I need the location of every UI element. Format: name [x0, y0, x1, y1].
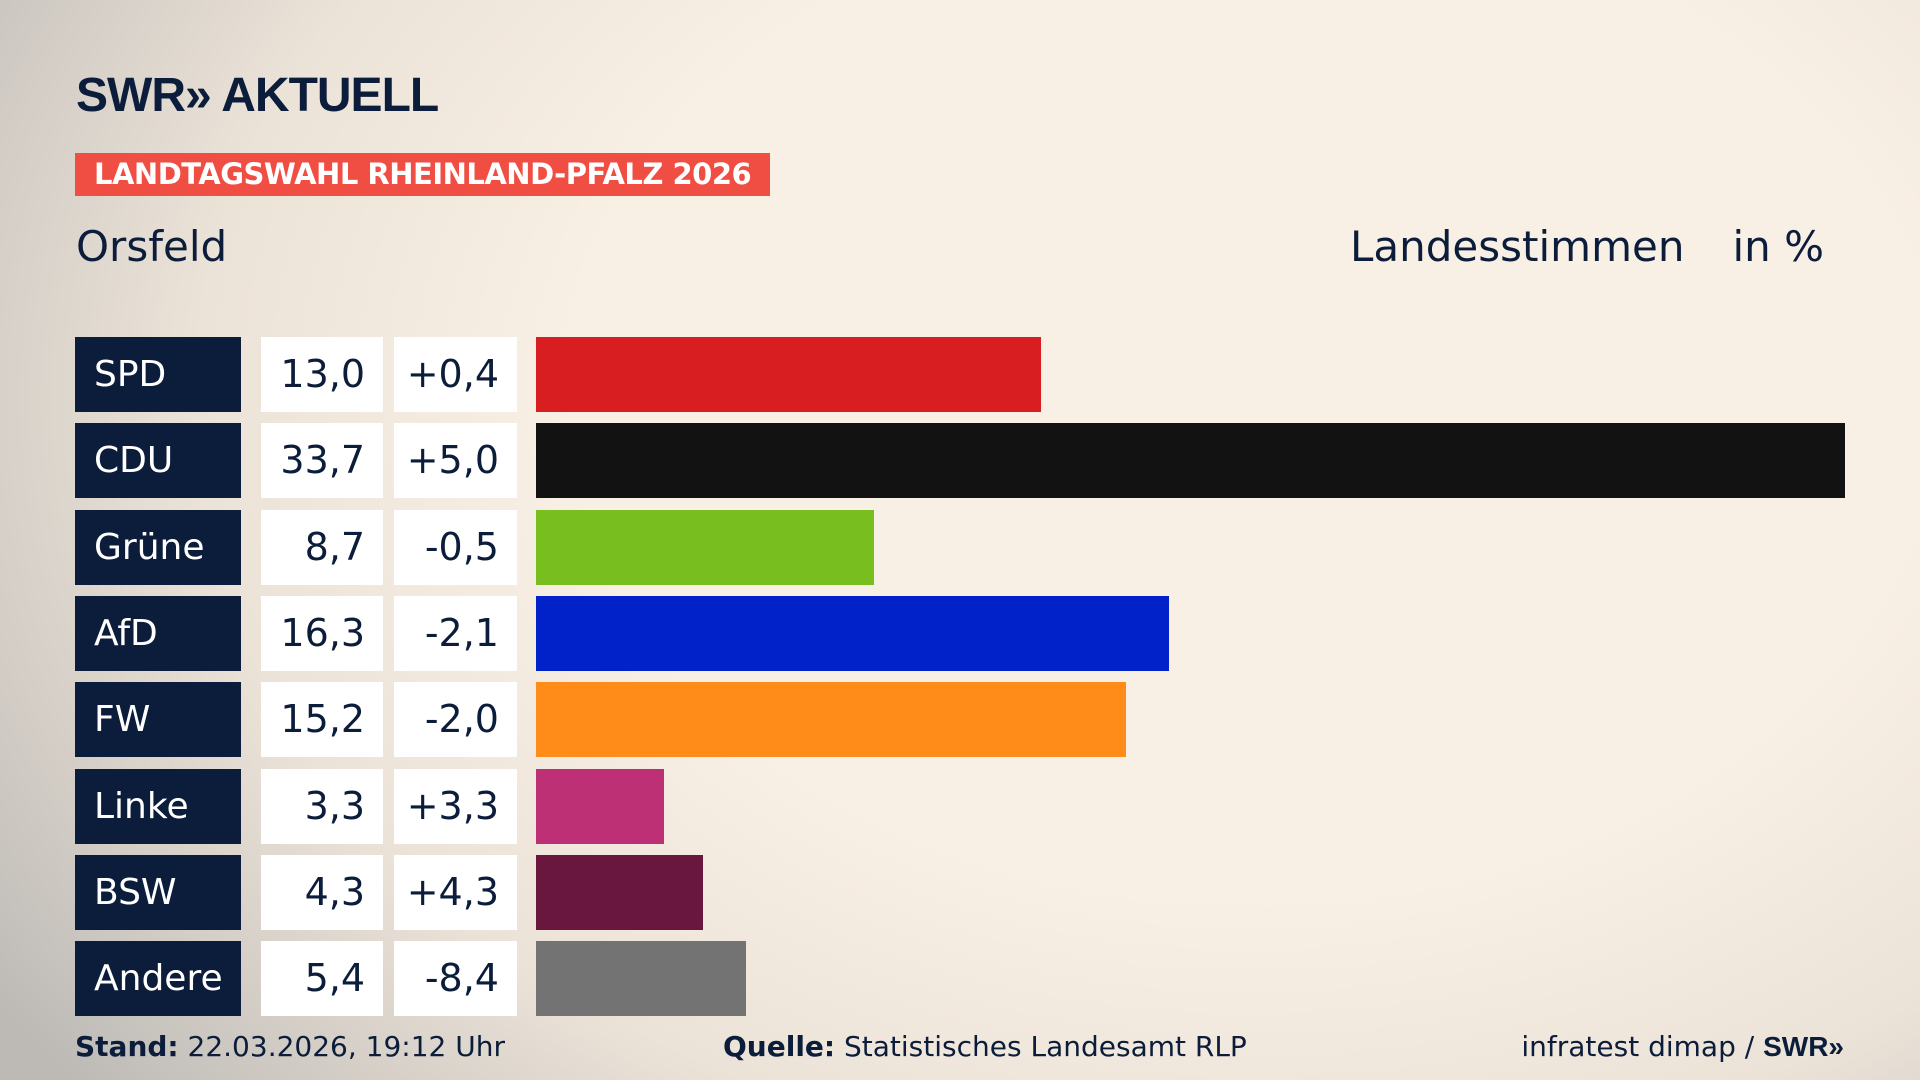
diff-label: +3,3 [394, 768, 517, 844]
bar-fw [536, 682, 1127, 758]
row-linke: Linke 3,3 +3,3 [75, 768, 517, 844]
party-label: Grüne [75, 509, 241, 585]
value-label: 5,4 [261, 941, 383, 1017]
bar-afd [536, 595, 1170, 671]
credit: infratest dimap / SWR» [1521, 1030, 1844, 1063]
row-grüne: Grüne 8,7 -0,5 [75, 509, 517, 585]
diff-label: +0,4 [394, 337, 517, 412]
row-andere: Andere 5,4 -8,4 [75, 941, 517, 1017]
row-cdu: CDU 33,7 +5,0 [75, 423, 517, 499]
diff-label: -2,0 [394, 682, 517, 758]
source-value: Statistisches Landesamt RLP [844, 1030, 1247, 1063]
value-label: 33,7 [261, 423, 383, 499]
unit-label: in % [1732, 222, 1824, 271]
diff-label: -2,1 [394, 595, 517, 671]
bar-grüne [536, 509, 874, 585]
swr-logo: SWR» [1763, 1031, 1844, 1062]
value-label: 8,7 [261, 509, 383, 585]
value-label: 4,3 [261, 854, 383, 930]
diff-label: -8,4 [394, 941, 517, 1017]
value-label: 15,2 [261, 682, 383, 758]
value-label: 13,0 [261, 337, 383, 412]
election-banner: LANDTAGSWAHL RHEINLAND-PFALZ 2026 [75, 153, 771, 196]
party-label: FW [75, 682, 241, 758]
row-afd: AfD 16,3 -2,1 [75, 595, 517, 671]
source-label: Quelle: [723, 1030, 836, 1063]
party-label: AfD [75, 595, 241, 671]
bar-spd [536, 337, 1041, 412]
row-fw: FW 15,2 -2,0 [75, 682, 517, 758]
stand-label: Stand: [75, 1030, 179, 1063]
bar-bsw [536, 854, 704, 930]
value-label: 16,3 [261, 595, 383, 671]
party-label: Andere [75, 941, 241, 1017]
value-label: 3,3 [261, 768, 383, 844]
source: Quelle: Statistisches Landesamt RLP [723, 1030, 1247, 1063]
stand: Stand: 22.03.2026, 19:12 Uhr [75, 1030, 505, 1063]
row-bsw: BSW 4,3 +4,3 [75, 854, 517, 930]
place-title: Orsfeld [76, 222, 228, 271]
diff-label: +5,0 [394, 423, 517, 499]
party-label: BSW [75, 854, 241, 930]
diff-label: +4,3 [394, 854, 517, 930]
bar-andere [536, 941, 746, 1017]
subheading: Landesstimmen in % [1350, 222, 1824, 271]
stand-value: 22.03.2026, 19:12 Uhr [187, 1030, 505, 1063]
swr-aktuell-logo: SWR» AKTUELL [76, 69, 439, 122]
party-label: SPD [75, 337, 241, 412]
diff-label: -0,5 [394, 509, 517, 585]
party-label: CDU [75, 423, 241, 499]
bar-cdu [536, 423, 1845, 499]
bar-linke [536, 768, 665, 844]
measure-label: Landesstimmen [1350, 222, 1685, 271]
credit-text: infratest dimap / [1521, 1030, 1764, 1063]
row-spd: SPD 13,0 +0,4 [75, 337, 517, 412]
party-label: Linke [75, 768, 241, 844]
